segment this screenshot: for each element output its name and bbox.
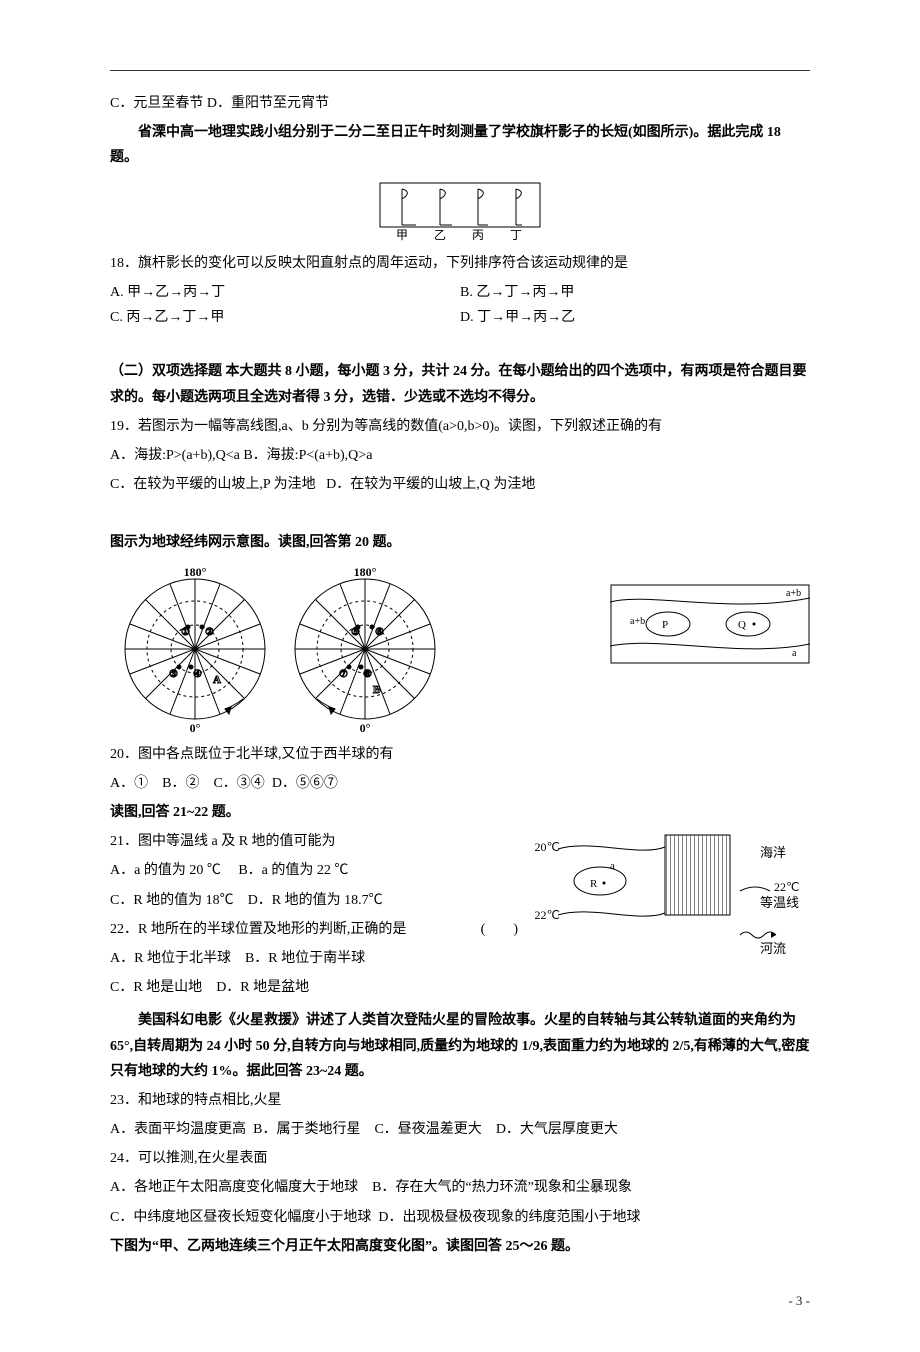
q20-intro: 图示为地球经纬网示意图。读图,回答第 20 题。 bbox=[110, 530, 810, 555]
q18-row-cd: C. 丙→乙→丁→甲 D. 丁→甲→丙→乙 bbox=[110, 305, 810, 330]
q24-opt-d: D．出现极昼极夜现象的纬度范围小于地球 bbox=[378, 1210, 640, 1225]
q19-opt-a: A．海拔:P>(a+b),Q<a bbox=[110, 448, 240, 463]
svg-text:R: R bbox=[590, 878, 598, 890]
q19-row-cd: C．在较为平缓的山坡上,P 为洼地 D．在较为平缓的山坡上,Q 为洼地 bbox=[110, 472, 810, 497]
q22-opt-c: C．R 地是山地 bbox=[110, 980, 202, 995]
q23-opt-a: A．表面平均温度更高 bbox=[110, 1122, 246, 1137]
q23-opt-c: C．昼夜温差更大 bbox=[374, 1122, 481, 1137]
flag-label-3: 丁 bbox=[510, 228, 522, 242]
q2526-intro: 下图为“甲、乙两地连续三个月正午太阳高度变化图”。读图回答 25～26 题。 bbox=[110, 1234, 810, 1259]
q23-opt-d: D．大气层厚度更大 bbox=[496, 1122, 618, 1137]
svg-text:a+b: a+b bbox=[786, 588, 801, 599]
q23-opts: A．表面平均温度更高 B．属于类地行星 C．昼夜温差更大 D．大气层厚度更大 bbox=[110, 1117, 810, 1142]
svg-text:河流: 河流 bbox=[760, 941, 786, 956]
q17-options-cd: C．元旦至春节 D．重阳节至元宵节 bbox=[110, 91, 810, 116]
q20-opt-a: A．① bbox=[110, 776, 148, 791]
svg-text:180°: 180° bbox=[354, 565, 377, 579]
svg-text:等温线: 等温线 bbox=[760, 895, 799, 910]
q18-intro: 省溧中高一地理实践小组分别于二分二至日正午时刻测量了学校旗杆影子的长短(如图所示… bbox=[110, 120, 810, 170]
q19-stem: 19．若图示为一幅等高线图,a、b 分别为等高线的数值(a>0,b>0)。读图，… bbox=[110, 414, 810, 439]
top-rule bbox=[110, 70, 810, 71]
q18-opt-b: B. 乙→丁→丙→甲 bbox=[460, 280, 810, 305]
page: C．元旦至春节 D．重阳节至元宵节 省溧中高一地理实践小组分别于二分二至日正午时… bbox=[0, 0, 920, 1352]
q19-opt-d: D．在较为平缓的山坡上,Q 为洼地 bbox=[326, 477, 535, 492]
page-number: - 3 - bbox=[110, 1289, 810, 1312]
q2122-intro: 读图,回答 21~22 题。 bbox=[110, 800, 810, 825]
flag-label-2: 丙 bbox=[472, 228, 484, 242]
q19-opt-b: B．海拔:P<(a+b),Q>a bbox=[243, 448, 372, 463]
q18-row-ab: A. 甲→乙→丙→丁 B. 乙→丁→丙→甲 bbox=[110, 280, 810, 305]
svg-text:a: a bbox=[792, 648, 797, 659]
svg-text:海洋: 海洋 bbox=[760, 845, 786, 860]
q17-opt-c: C．元旦至春节 bbox=[110, 96, 203, 111]
q21-opt-c: C．R 地的值为 18℃ bbox=[110, 893, 234, 908]
svg-text:⑤: ⑤ bbox=[351, 627, 360, 638]
svg-text:④: ④ bbox=[193, 669, 202, 680]
q18-opt-a: A. 甲→乙→丙→丁 bbox=[110, 280, 460, 305]
q22-opt-d: D．R 地是盆地 bbox=[216, 980, 309, 995]
svg-text:③: ③ bbox=[169, 669, 178, 680]
q18-stem: 18．旗杆影长的变化可以反映太阳直射点的周年运动，下列排序符合该运动规律的是 bbox=[110, 251, 810, 276]
svg-text:A: A bbox=[213, 674, 221, 686]
svg-text:B: B bbox=[373, 684, 381, 696]
svg-text:①: ① bbox=[181, 627, 190, 638]
q22-paren: ( ) bbox=[481, 917, 518, 942]
q2324-intro: 美国科幻电影《火星救援》讲述了人类首次登陆火星的冒险故事。火星的自转轴与其公转轨… bbox=[110, 1008, 810, 1084]
q24-opt-c: C．中纬度地区昼夜长短变化幅度小于地球 bbox=[110, 1210, 371, 1225]
q20-opt-b: B．② bbox=[162, 776, 199, 791]
q20-opt-c: C．③④ bbox=[213, 776, 264, 791]
q19-opt-c: C．在较为平缓的山坡上,P 为洼地 bbox=[110, 477, 316, 492]
svg-text:0°: 0° bbox=[360, 721, 371, 734]
q24-opt-a: A．各地正午太阳高度变化幅度大于地球 bbox=[110, 1180, 358, 1195]
q24-row-ab: A．各地正午太阳高度变化幅度大于地球 B．存在大气的“热力环流”现象和尘暴现象 bbox=[110, 1175, 810, 1200]
q20-opts: A．① B．② C．③④ D．⑤⑥⑦ bbox=[110, 771, 810, 796]
q22-opt-a: A．R 地位于北半球 bbox=[110, 951, 231, 966]
q23-stem: 23．和地球的特点相比,火星 bbox=[110, 1088, 810, 1113]
svg-text:P: P bbox=[662, 619, 668, 631]
q21-opt-b: B．a 的值为 22 ℃ bbox=[238, 863, 348, 878]
q22-stem: 22．R 地所在的半球位置及地形的判断,正确的是 bbox=[110, 922, 406, 937]
svg-text:22℃: 22℃ bbox=[774, 880, 799, 894]
q24-row-cd: C．中纬度地区昼夜长短变化幅度小于地球 D．出现极昼极夜现象的纬度范围小于地球 bbox=[110, 1205, 810, 1230]
section2-title: （二）双项选择题 本大题共 8 小题，每小题 3 分，共计 24 分。在每小题给… bbox=[110, 359, 810, 409]
flag-label-0: 甲 bbox=[396, 228, 408, 242]
q21-opt-d: D．R 地的值为 18.7℃ bbox=[248, 893, 383, 908]
q21-opt-a: A．a 的值为 20 ℃ bbox=[110, 863, 221, 878]
fig-flag-wrap: 甲 乙 丙 丁 bbox=[110, 179, 810, 243]
svg-text:0°: 0° bbox=[190, 721, 201, 734]
svg-text:a+b: a+b bbox=[630, 616, 645, 627]
q18-opt-d: D. 丁→甲→丙→乙 bbox=[460, 305, 810, 330]
q24-opt-b: B．存在大气的“热力环流”现象和尘暴现象 bbox=[372, 1180, 632, 1195]
svg-text:22℃: 22℃ bbox=[535, 908, 560, 922]
svg-text:20℃: 20℃ bbox=[535, 840, 560, 854]
q24-stem: 24．可以推测,在火星表面 bbox=[110, 1146, 810, 1171]
fig-contour: a+b a+b a P Q bbox=[610, 584, 810, 664]
svg-text:⑧: ⑧ bbox=[363, 669, 372, 680]
q17-opt-d: D．重阳节至元宵节 bbox=[207, 96, 329, 111]
fig-flag: 甲 乙 丙 丁 bbox=[370, 179, 550, 243]
q22-row-cd: C．R 地是山地 D．R 地是盆地 bbox=[110, 975, 810, 1000]
q23-opt-b: B．属于类地行星 bbox=[253, 1122, 360, 1137]
svg-text:a: a bbox=[610, 860, 615, 872]
figs-row-20: ① ② ③ ④ A 180° 0° bbox=[110, 564, 810, 734]
q18-opt-c: C. 丙→乙→丁→甲 bbox=[110, 305, 460, 330]
flag-label-1: 乙 bbox=[434, 228, 446, 242]
fig-iso-wrap: 20℃ 22℃ a R 海洋 22℃ 等温线 河流 bbox=[530, 829, 810, 969]
svg-text:②: ② bbox=[205, 627, 214, 638]
fig-globes: ① ② ③ ④ A 180° 0° bbox=[110, 564, 450, 734]
q20-opt-d: D．⑤⑥⑦ bbox=[272, 776, 338, 791]
svg-text:⑥: ⑥ bbox=[375, 627, 384, 638]
fig-isotherm: 20℃ 22℃ a R 海洋 22℃ 等温线 河流 bbox=[530, 829, 810, 969]
svg-text:Q: Q bbox=[738, 619, 746, 631]
q19-row-ab: A．海拔:P>(a+b),Q<a B．海拔:P<(a+b),Q>a bbox=[110, 443, 810, 468]
q20-stem: 20．图中各点既位于北半球,又位于西半球的有 bbox=[110, 742, 810, 767]
svg-text:⑦: ⑦ bbox=[339, 669, 348, 680]
svg-text:180°: 180° bbox=[184, 565, 207, 579]
q22-opt-b: B．R 地位于南半球 bbox=[245, 951, 365, 966]
